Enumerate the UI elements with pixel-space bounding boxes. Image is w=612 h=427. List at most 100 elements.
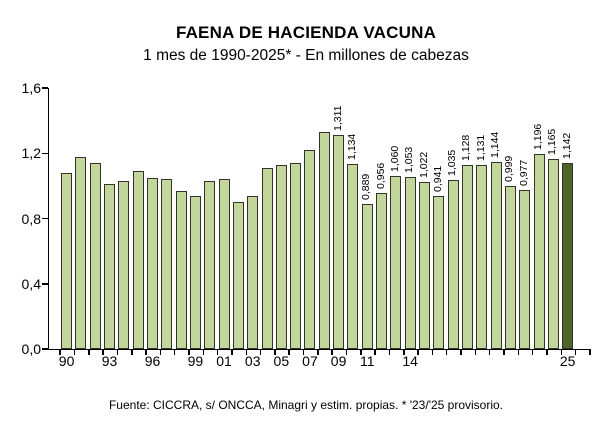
bar-2023 <box>533 153 545 349</box>
x-axis-tick <box>403 350 405 355</box>
source-note: Fuente: CICCRA, s/ ONCCA, Minagri y esti… <box>108 398 504 412</box>
bar-value-label-2020: 1,144 <box>489 132 502 159</box>
bar-value-label-2021: 0,999 <box>503 155 516 183</box>
bar-2005 <box>275 164 287 349</box>
bar-value-label-2019: 1,131 <box>474 134 487 161</box>
bar-value-label-2014: 1,053 <box>403 146 416 174</box>
bar-value-label-2016: 0,941 <box>431 165 444 192</box>
x-axis-tick <box>245 350 248 355</box>
bar-2010 <box>347 164 359 349</box>
x-axis-tick <box>431 350 434 355</box>
x-axis-tick <box>388 350 391 355</box>
bar-2002 <box>232 202 244 349</box>
y-axis-tick <box>42 152 48 154</box>
x-axis-tick <box>445 350 448 355</box>
x-axis-tick <box>417 350 419 355</box>
bar-value-label-2023: 1,196 <box>532 123 545 150</box>
x-axis-tick <box>116 350 119 355</box>
x-axis-tick <box>88 350 90 355</box>
bar-2021 <box>504 186 516 349</box>
x-axis-label-2011: 11 <box>359 353 375 369</box>
bar-2006 <box>290 163 302 349</box>
x-axis-tick <box>59 350 61 355</box>
x-axis-label-2001: 01 <box>216 353 232 369</box>
x-axis-tick <box>73 350 76 355</box>
bar-2004 <box>261 167 273 349</box>
bar-1996 <box>146 177 158 349</box>
x-axis-tick <box>574 350 577 355</box>
x-axis-tick <box>345 350 348 355</box>
x-axis-tick <box>360 350 362 355</box>
bar-1997 <box>161 179 173 349</box>
bar-value-label-2015: 1,022 <box>417 152 430 179</box>
bar-2001 <box>218 179 230 349</box>
bar-1992 <box>89 163 101 349</box>
bar-1999 <box>189 195 201 349</box>
chart-title: FAENA DE HACIENDA VACUNA <box>175 23 437 42</box>
x-axis-label-1996: 96 <box>144 353 161 369</box>
y-axis-tick <box>42 348 48 350</box>
y-axis-label: 0,8 <box>21 210 41 227</box>
x-axis-tick <box>331 350 333 355</box>
x-axis-tick <box>202 350 205 355</box>
bar-2013 <box>390 176 402 349</box>
bar-2017 <box>447 180 459 349</box>
bar-2019 <box>476 164 488 349</box>
bar-2025 <box>562 162 574 349</box>
bar-2007 <box>304 150 316 349</box>
bar-2000 <box>204 180 216 349</box>
bar-2015 <box>419 182 430 349</box>
bar-2016 <box>433 195 445 349</box>
x-axis-label-2005: 05 <box>273 353 290 369</box>
y-axis-label: 1,2 <box>21 145 41 162</box>
y-axis-label: 1,6 <box>21 80 41 96</box>
x-axis-tick <box>102 350 104 355</box>
plot-area: 0,0 0,4 0,8 1,2 1,6 1,311 1,134 0,889 0,956 1,060… <box>22 80 591 369</box>
x-axis-tick <box>317 350 319 355</box>
bar-2009 <box>333 135 345 349</box>
x-axis-tick <box>374 350 376 355</box>
x-axis-tick <box>488 350 491 355</box>
bar-value-label-2018: 1,128 <box>460 134 473 161</box>
y-axis-tick <box>42 87 48 89</box>
x-axis-tick <box>531 350 534 355</box>
bar-value-label-2025: 1,142 <box>560 132 573 159</box>
bar-1991 <box>75 156 87 349</box>
x-axis-label-2025: 25 <box>559 353 576 369</box>
x-axis-tick <box>503 350 505 355</box>
bar-2018 <box>461 165 473 349</box>
bar-2022 <box>519 189 531 349</box>
x-axis-tick <box>589 350 591 355</box>
x-axis-label-2003: 03 <box>244 353 261 369</box>
bar-1993 <box>104 184 116 349</box>
x-axis-label-1990: 90 <box>58 353 75 369</box>
chart-subtitle: 1 mes de 1990-2025* - En millones de cab… <box>143 47 469 64</box>
x-axis-label-2014: 14 <box>402 353 418 369</box>
bar-value-label-2010: 1,134 <box>345 133 358 161</box>
x-axis-tick <box>159 350 162 355</box>
bar-2024 <box>547 158 559 349</box>
x-axis-tick <box>131 350 133 355</box>
x-axis-label-1993: 93 <box>101 353 118 369</box>
bar-2008 <box>318 132 330 349</box>
y-axis-tick <box>42 283 48 285</box>
x-axis-tick <box>474 350 477 355</box>
x-axis-tick <box>560 350 562 355</box>
y-axis-label: 0,0 <box>21 341 41 357</box>
bar-1995 <box>132 171 144 349</box>
x-axis-tick <box>231 350 233 355</box>
bar-value-label-2017: 1,035 <box>446 149 459 177</box>
x-axis-tick <box>259 350 262 355</box>
bar-2011 <box>361 203 373 349</box>
y-axis-label: 0,4 <box>21 275 41 292</box>
x-axis-tick <box>274 350 276 355</box>
x-axis-tick <box>517 350 520 355</box>
bar-value-label-2024: 1,165 <box>546 128 559 155</box>
x-axis-tick <box>145 350 147 355</box>
bar-1990 <box>61 172 73 349</box>
x-axis-tick <box>460 350 462 355</box>
bar-2020 <box>490 162 502 349</box>
bar-value-label-2013: 1,060 <box>388 145 401 173</box>
x-axis-tick <box>288 350 290 355</box>
